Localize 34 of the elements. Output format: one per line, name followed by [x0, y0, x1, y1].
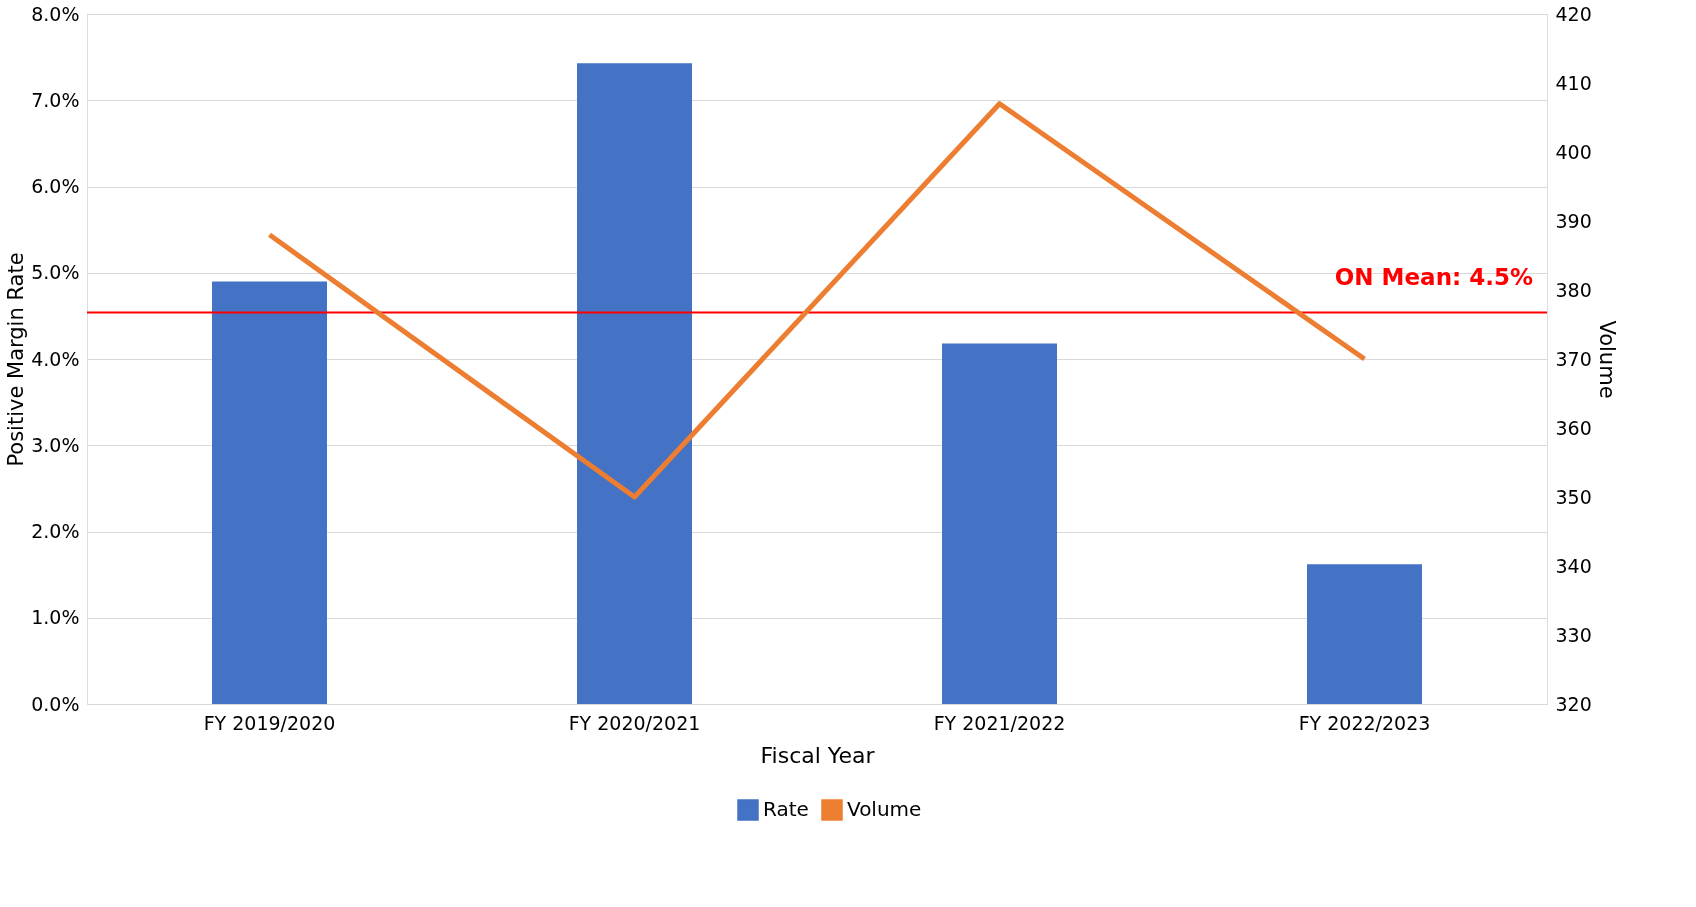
- y-axis-title: Positive Margin Rate: [4, 252, 29, 467]
- legend-label: Volume: [847, 797, 922, 821]
- bar: [942, 343, 1057, 704]
- y2-tick-label: 390: [1555, 209, 1592, 232]
- y-tick-label: 7.0%: [31, 88, 80, 111]
- x-tick-label: FY 2021/2022: [933, 711, 1066, 734]
- y2-tick-label: 410: [1555, 71, 1592, 94]
- x-tick-label: FY 2019/2020: [203, 711, 336, 734]
- y-tick-label: 2.0%: [31, 520, 80, 542]
- y2-tick-label: 420: [1555, 2, 1592, 25]
- y-tick-label: 1.0%: [31, 606, 80, 629]
- legend-label: Rate: [763, 797, 809, 821]
- y-tick-label: 0.0%: [31, 692, 80, 715]
- y2-tick-label: 320: [1555, 692, 1592, 715]
- x-tick-label: FY 2022/2023: [1298, 711, 1431, 734]
- y-tick-label: 4.0%: [31, 347, 80, 370]
- bar: [212, 281, 327, 704]
- y-tick-label: 3.0%: [31, 433, 80, 456]
- y2-tick-label: 330: [1555, 623, 1592, 646]
- bar: [577, 63, 692, 704]
- ref-line-label: ON Mean: 4.5%: [1334, 264, 1533, 291]
- y2-tick-label: 360: [1555, 416, 1592, 439]
- y2-tick-label: 400: [1555, 140, 1592, 163]
- y2-axis-title: Volume: [1594, 320, 1619, 399]
- x-axis-title: Fiscal Year: [760, 742, 876, 768]
- y2-tick-label: 350: [1555, 485, 1592, 508]
- y-tick-label: 5.0%: [31, 261, 80, 284]
- y-tick-label: 8.0%: [31, 2, 80, 25]
- bar: [1307, 564, 1422, 704]
- y2-tick-label: 340: [1555, 554, 1592, 577]
- y2-tick-label: 380: [1555, 278, 1592, 301]
- x-tick-label: FY 2020/2021: [568, 711, 701, 734]
- y-tick-label: 6.0%: [31, 175, 80, 197]
- y2-tick-label: 370: [1555, 347, 1592, 370]
